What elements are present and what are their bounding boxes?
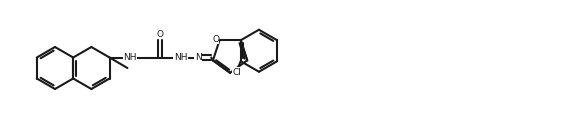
Text: N: N (194, 53, 201, 62)
Text: O: O (156, 30, 163, 39)
Text: NH: NH (123, 53, 137, 62)
Text: O: O (212, 35, 219, 44)
Text: NH: NH (174, 53, 187, 62)
Text: Cl: Cl (233, 68, 242, 77)
